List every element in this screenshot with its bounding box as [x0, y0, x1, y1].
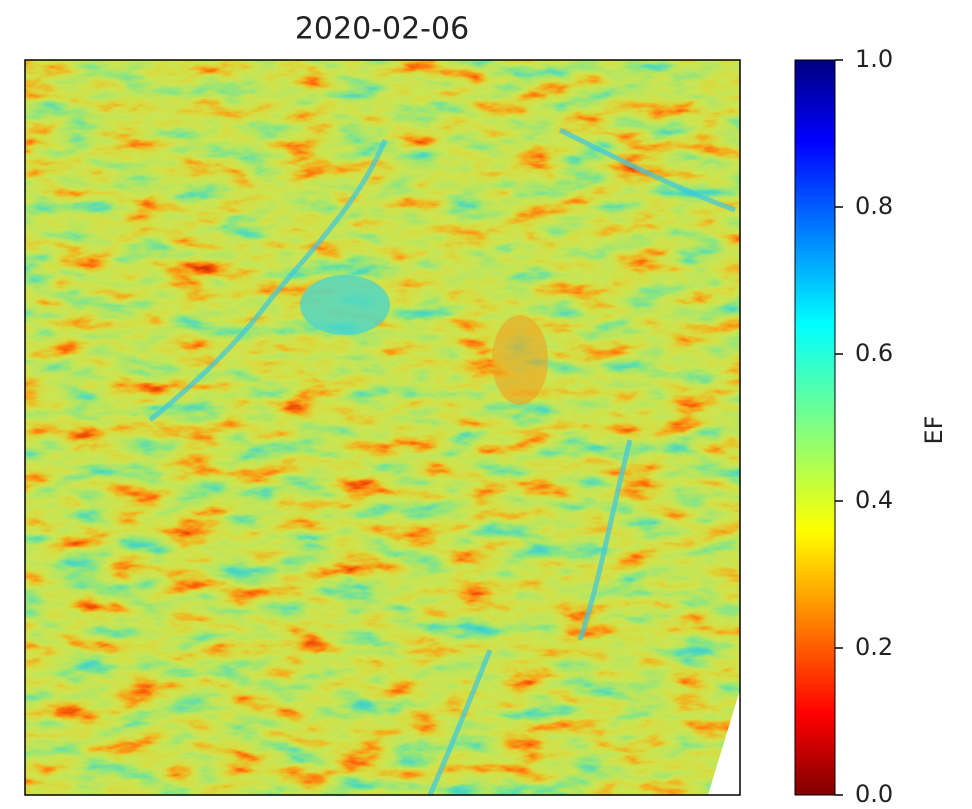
no-data	[708, 690, 740, 795]
tick-label: 0.2	[855, 633, 893, 661]
colorbar	[794, 59, 836, 796]
map-texture	[25, 60, 740, 795]
channel	[427, 649, 493, 795]
map-frame	[24, 59, 741, 796]
channel	[148, 139, 388, 422]
tick-label: 0.0	[855, 780, 893, 808]
colorbar-ticks: 0.0 0.2 0.4 0.6 0.8 1.0	[835, 45, 893, 808]
tick-label: 0.8	[855, 192, 893, 220]
chart-title: 2020-02-06	[295, 12, 469, 47]
channel	[577, 439, 633, 641]
channel	[558, 127, 736, 213]
map-raster	[25, 60, 740, 795]
channels	[148, 127, 736, 795]
tick-label: 0.4	[855, 486, 893, 514]
tick-label: 1.0	[855, 45, 893, 73]
lake	[300, 275, 390, 335]
tick-label: 0.6	[855, 339, 893, 367]
hotspot	[492, 315, 548, 405]
colorbar-label: EF	[920, 416, 948, 445]
